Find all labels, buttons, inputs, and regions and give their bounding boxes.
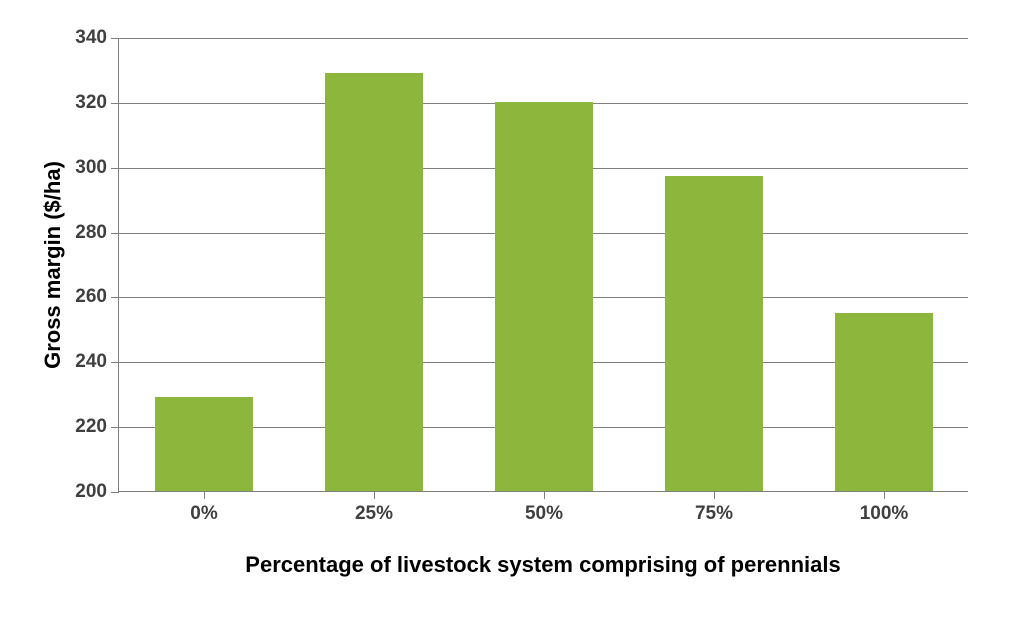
y-tick-mark [111, 168, 119, 169]
y-tick-label: 280 [75, 222, 107, 244]
x-tick-label: 0% [190, 503, 217, 525]
y-tick-label: 220 [75, 416, 107, 438]
y-tick-label: 240 [75, 351, 107, 373]
bar [325, 73, 424, 491]
x-tick-mark [714, 491, 715, 499]
y-tick-label: 340 [75, 27, 107, 49]
x-tick-label: 50% [525, 503, 563, 525]
y-tick-label: 260 [75, 286, 107, 308]
y-tick-mark [111, 492, 119, 493]
chart-container: 2002202402602803003203400%25%50%75%100% … [0, 0, 1011, 622]
y-tick-mark [111, 233, 119, 234]
x-tick-label: 75% [695, 503, 733, 525]
y-tick-mark [111, 38, 119, 39]
y-tick-mark [111, 362, 119, 363]
y-tick-mark [111, 103, 119, 104]
x-tick-mark [884, 491, 885, 499]
gridline [119, 38, 968, 39]
y-tick-label: 200 [75, 481, 107, 503]
x-tick-mark [204, 491, 205, 499]
x-tick-mark [374, 491, 375, 499]
y-tick-mark [111, 297, 119, 298]
x-axis-label: Percentage of livestock system comprisin… [245, 552, 840, 578]
y-tick-label: 320 [75, 92, 107, 114]
x-tick-label: 100% [860, 503, 909, 525]
bar [155, 397, 254, 491]
y-tick-mark [111, 427, 119, 428]
plot-area: 2002202402602803003203400%25%50%75%100% [118, 38, 968, 492]
bar [665, 176, 764, 491]
bar [835, 313, 934, 491]
y-tick-label: 300 [75, 157, 107, 179]
x-tick-label: 25% [355, 503, 393, 525]
y-axis-label: Gross margin ($/ha) [40, 161, 66, 369]
x-tick-mark [544, 491, 545, 499]
bar [495, 102, 594, 491]
